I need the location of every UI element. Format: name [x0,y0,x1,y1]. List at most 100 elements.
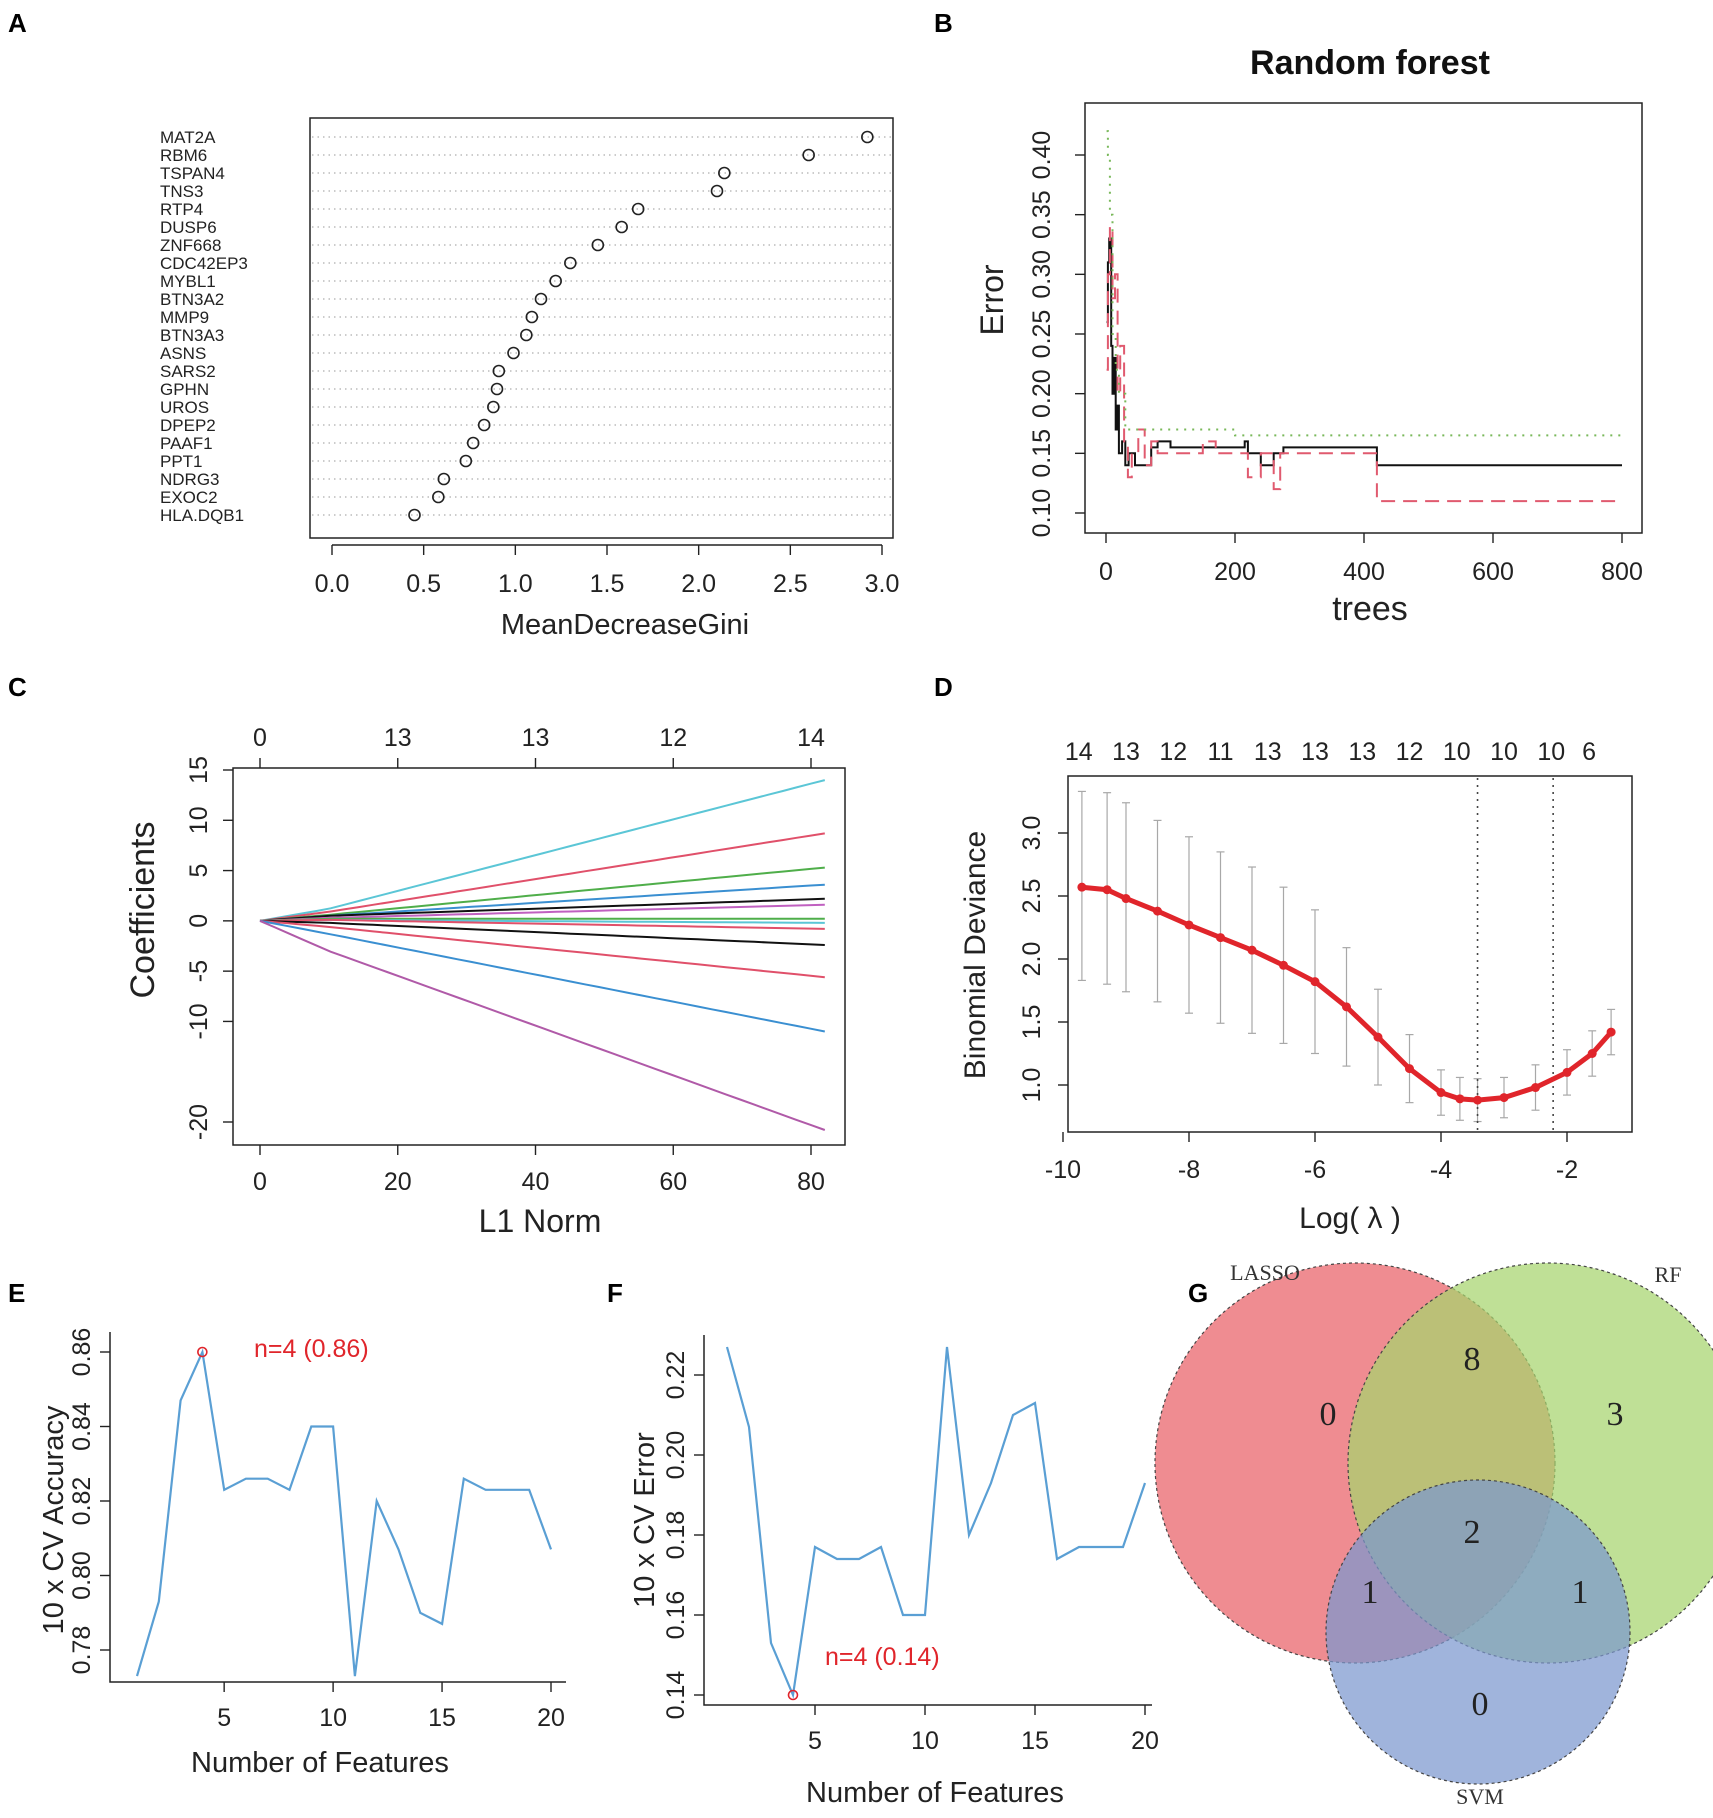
gini-point-sars2 [492,364,506,378]
gene-label-ppt1: PPT1 [160,452,203,471]
gene-label-cdc42ep3: CDC42EP3 [160,254,248,273]
panel-e-axes-lines [109,1332,566,1683]
d-top-label: 10 [1443,738,1471,766]
c-path-red-high [259,832,825,922]
panel-letter-d: D [934,672,953,702]
d-top-label: 13 [1348,738,1376,766]
a-x-tick-label: 1.5 [590,570,625,598]
venn-label-svm: SVM [1456,1784,1504,1809]
gene-label-rbm6: RBM6 [160,146,207,165]
c-x-tick-label: 0 [253,1168,267,1196]
gini-point-mmp9 [525,310,539,324]
d-y-tick-label: 2.0 [1018,942,1046,977]
e-y-tick-label: 0.82 [68,1477,96,1526]
e-best-point [197,1346,208,1358]
panel-d-cv-deviance: -10 -8 -6 -4 -2 1.0 1.5 2.0 2.5 3.0 14 13 12 11 13 13 13… [959,738,1633,1235]
gini-point-dpep2 [477,418,491,432]
venn-circle-svm [1325,1479,1631,1785]
gene-label-znf668: ZNF668 [160,236,221,255]
d-x-tick-label: -6 [1304,1156,1326,1184]
panel-e-y-title: 10 x CV Accuracy [38,1405,70,1634]
c-y-tick-label: 15 [185,756,213,784]
panel-d-plot-frame [1067,775,1633,1133]
panel-d-x-title: Log( λ ) [1299,1202,1401,1235]
c-top-tick-label: 0 [253,724,267,752]
d-deviance-point [1247,945,1257,955]
gene-label-exoc2: EXOC2 [160,488,218,507]
b-x-tick-label: 400 [1343,558,1385,586]
f-best-label: n=4 (0.14) [825,1643,940,1671]
panel-letter-a: A [8,8,27,38]
d-top-label: 10 [1537,738,1565,766]
d-top-label: 11 [1208,738,1234,766]
b-y-tick-label: 0.15 [1028,429,1056,478]
f-y-tick-label: 0.14 [662,1671,690,1720]
c-path-green [259,866,825,922]
gini-point-rtp4 [631,202,645,216]
gini-point-mat2a [861,130,874,144]
b-y-tick-label: 0.10 [1028,489,1056,538]
gini-point-paaf1 [466,436,480,450]
d-deviance-point [1606,1027,1616,1037]
e-line [135,1348,553,1677]
b-y-tick-label: 0.25 [1028,310,1056,359]
d-y-tick-label: 2.5 [1018,879,1046,914]
c-path-magenta-pos [259,903,825,922]
gini-point-tspan4 [718,166,731,180]
gene-label-rtp4: RTP4 [160,200,203,219]
e-x-tick-label: 20 [537,1704,565,1732]
c-path-green-flat [259,917,825,922]
a-x-tick-label: 2.0 [681,570,716,598]
c-y-tick-label: -20 [185,1104,213,1140]
d-deviance-point [1153,906,1162,916]
gini-point-btn3a3 [520,328,533,342]
d-top-label: 10 [1490,738,1518,766]
gini-point-asns [507,346,520,360]
d-top-label: 12 [1396,738,1424,766]
d-top-label: 13 [1112,738,1140,766]
panel-f-y-title: 10 x CV Error [629,1432,661,1608]
b-y-tick-label: 0.40 [1028,131,1056,180]
f-x-tick-label: 20 [1131,1727,1159,1755]
c-x-tick-label: 60 [659,1168,687,1196]
panel-f-x-title: Number of Features [806,1777,1064,1809]
b-series-class-1 [1106,225,1622,503]
d-deviance-point [1405,1064,1414,1074]
gene-label-uros: UROS [160,398,209,417]
gene-label-dusp6: DUSP6 [160,218,217,237]
f-x-tick-label: 15 [1021,1727,1049,1755]
f-y-tick-label: 0.16 [662,1591,690,1640]
b-y-tick-label: 0.35 [1028,190,1056,239]
d-deviance-point [1121,894,1131,904]
panel-c-x-title: L1 Norm [479,1203,602,1239]
gene-label-tspan4: TSPAN4 [160,164,225,183]
d-top-label: 13 [1301,738,1329,766]
d-top-label: 13 [1254,738,1282,766]
b-x-tick-label: 600 [1472,558,1514,586]
gini-point-cdc42ep3 [564,256,577,270]
e-x-tick-label: 15 [428,1704,456,1732]
e-x-tick-label: 10 [319,1704,347,1732]
gini-point-tns3 [710,184,724,198]
panel-c-plot-frame [232,767,846,1146]
a-x-tick-label: 3.0 [865,570,900,598]
c-path-red-flat [259,918,825,930]
panel-f-axes-lines [703,1335,1152,1706]
gini-point-ppt1 [459,454,473,468]
c-path-cyan [259,779,826,922]
d-top-label: 14 [1065,738,1093,766]
e-y-tick-label: 0.80 [68,1551,96,1600]
gini-point-rbm6 [802,148,815,162]
panel-b-y-title: Error [974,264,1010,335]
panel-letter-e: E [8,1278,25,1308]
gini-point-hla.dqb1 [408,508,421,522]
d-y-tick-label: 1.5 [1018,1005,1046,1040]
panel-letter-f: F [607,1278,623,1308]
d-top-label: 12 [1159,738,1187,766]
panel-b-x-title: trees [1332,590,1408,628]
d-deviance-point [1455,1094,1465,1104]
d-deviance-point [1562,1067,1572,1077]
c-path-black-neg [259,919,825,946]
d-x-tick-label: -4 [1430,1156,1452,1184]
